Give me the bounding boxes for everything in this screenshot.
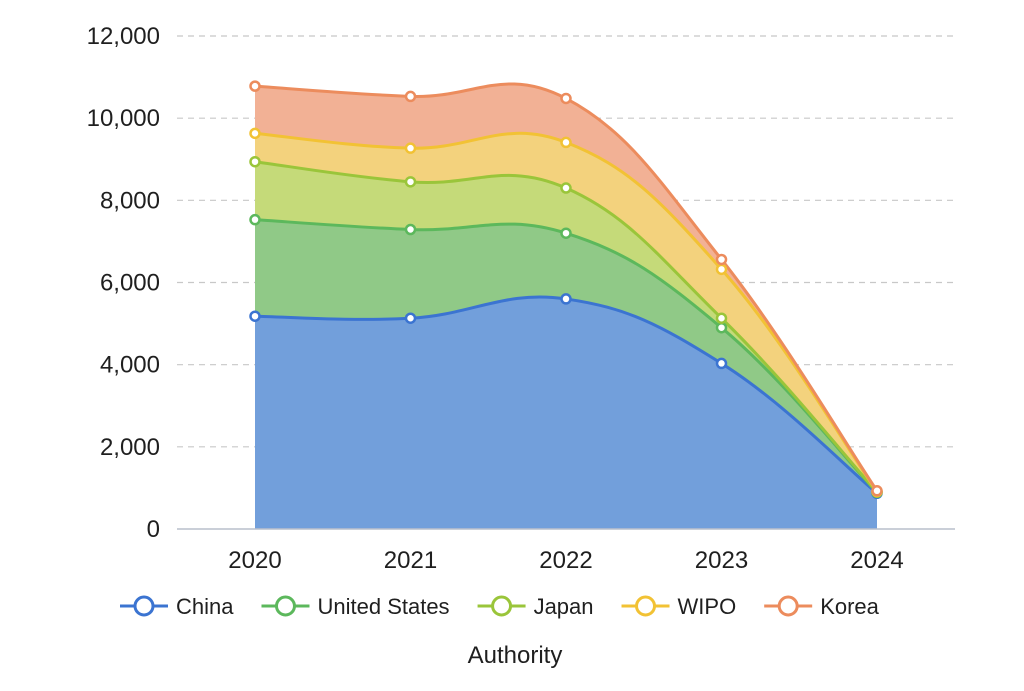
point-korea[interactable] (251, 82, 260, 91)
x-tick-label: 2022 (539, 547, 592, 574)
stacked-area-chart: 0 2,000 4,000 6,000 8,000 10,000 12,000 2020 202… (0, 0, 1024, 686)
point-china[interactable] (562, 294, 571, 303)
legend-item-united-states[interactable]: United States (261, 594, 449, 619)
point-china[interactable] (717, 359, 726, 368)
point-korea[interactable] (562, 94, 571, 103)
point-united-states[interactable] (406, 225, 415, 234)
y-tick-label: 8,000 (100, 187, 160, 214)
y-tick-label: 2,000 (100, 434, 160, 461)
legend[interactable]: China United States Japan WIPO Korea (120, 594, 880, 619)
point-japan[interactable] (406, 177, 415, 186)
legend-label: United States (317, 594, 449, 619)
x-tick-label: 2023 (695, 547, 748, 574)
point-china[interactable] (406, 314, 415, 323)
legend-swatch-marker (637, 597, 655, 615)
y-tick-label: 12,000 (87, 23, 160, 50)
point-united-states[interactable] (251, 215, 260, 224)
legend-item-japan[interactable]: Japan (478, 594, 594, 619)
point-united-states[interactable] (562, 229, 571, 238)
point-wipo[interactable] (562, 138, 571, 147)
x-tick-label: 2020 (228, 547, 281, 574)
legend-swatch-marker (276, 597, 294, 615)
y-tick-label: 0 (147, 516, 160, 543)
x-tick-label: 2021 (384, 547, 437, 574)
point-wipo[interactable] (717, 265, 726, 274)
point-korea[interactable] (406, 92, 415, 101)
point-korea[interactable] (873, 486, 882, 495)
y-tick-label: 10,000 (87, 105, 160, 132)
point-japan[interactable] (562, 184, 571, 193)
legend-label: WIPO (678, 594, 737, 619)
y-tick-label: 4,000 (100, 352, 160, 379)
legend-swatch-marker (493, 597, 511, 615)
legend-item-korea[interactable]: Korea (764, 594, 879, 619)
point-united-states[interactable] (717, 323, 726, 332)
legend-label: Korea (820, 594, 879, 619)
legend-item-wipo[interactable]: WIPO (622, 594, 737, 619)
area-china (255, 297, 877, 529)
x-tick-label: 2024 (850, 547, 903, 574)
point-japan[interactable] (717, 314, 726, 323)
point-china[interactable] (251, 312, 260, 321)
point-wipo[interactable] (406, 144, 415, 153)
y-tick-label: 6,000 (100, 270, 160, 297)
point-korea[interactable] (717, 255, 726, 264)
legend-label: Japan (534, 594, 594, 619)
point-japan[interactable] (251, 157, 260, 166)
legend-item-china[interactable]: China (120, 594, 234, 619)
x-axis-title: Authority (468, 642, 563, 669)
area-layers (255, 84, 877, 529)
legend-label: China (176, 594, 234, 619)
chart-container: 0 2,000 4,000 6,000 8,000 10,000 12,000 2020 202… (0, 0, 1024, 686)
point-wipo[interactable] (251, 129, 260, 138)
legend-swatch-marker (135, 597, 153, 615)
legend-swatch-marker (779, 597, 797, 615)
